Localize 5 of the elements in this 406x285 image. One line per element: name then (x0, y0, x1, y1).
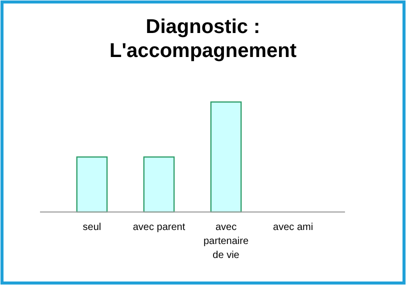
x-tick-label: seul (82, 222, 102, 233)
x-tick-label: avec partenaire de vie (204, 222, 249, 261)
x-tick-label: avec ami (273, 222, 314, 233)
chart-title: Diagnostic : L'accompagnement (109, 16, 297, 62)
x-tick-label: avec parent (132, 222, 186, 233)
